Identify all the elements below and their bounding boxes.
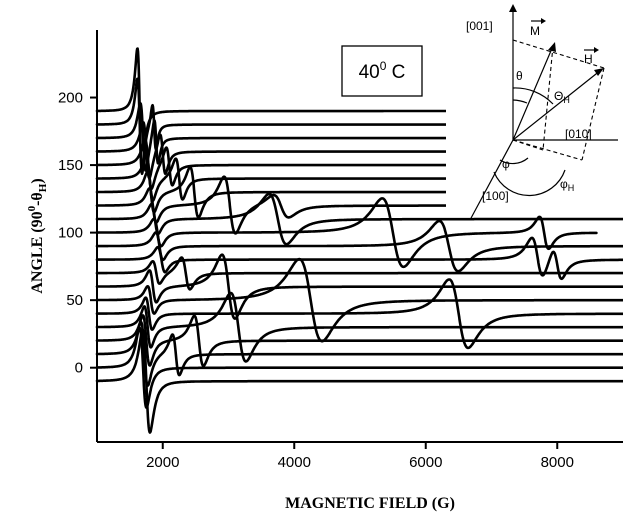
- series-line: [95, 102, 460, 172]
- series-line: [95, 256, 623, 291]
- inset-label-001: [001]: [466, 19, 493, 33]
- y-tick-label: 100: [58, 225, 83, 242]
- series-line: [95, 253, 623, 320]
- x-tick-label: 2000: [146, 454, 179, 471]
- y-tick-label: 200: [58, 90, 83, 107]
- series-line: [95, 138, 460, 191]
- y-axis-title: ANGLE (900-θH): [26, 178, 49, 293]
- inset-geometry-diagram: [001] [010] [100] M H θ ΘH φ φH: [446, 0, 623, 221]
- axis-ticks: 2000 4000 6000 8000 0 50 100 150 200: [58, 90, 574, 471]
- series-line: [95, 278, 623, 350]
- series-line: [95, 165, 460, 219]
- series-line: [95, 328, 623, 434]
- series-traces: [95, 47, 623, 434]
- inset-label-010: [010]: [565, 127, 592, 141]
- temperature-annotation: 400 C: [341, 45, 423, 97]
- x-tick-label: 4000: [278, 454, 311, 471]
- series-line: [95, 291, 623, 363]
- y-tick-label: 150: [58, 157, 83, 174]
- series-line: [95, 320, 623, 387]
- x-tick-label: 6000: [409, 454, 442, 471]
- inset-label-h: H: [584, 52, 593, 66]
- series-line: [95, 257, 623, 343]
- x-axis-title: MAGNETIC FIELD (G): [285, 495, 455, 512]
- series-line: [95, 192, 623, 246]
- inset-label-phi: φ: [502, 157, 510, 171]
- svg-text:400 C: 400 C: [359, 59, 406, 83]
- series-line: [95, 121, 460, 180]
- series-line: [95, 47, 460, 176]
- inset-label-100: [100]: [482, 189, 509, 203]
- series-line: [95, 197, 598, 269]
- series-line: [95, 154, 460, 202]
- inset-label-theta-h: ΘH: [554, 89, 570, 105]
- inset-label-theta: θ: [516, 69, 523, 83]
- y-tick-label: 0: [75, 360, 83, 377]
- series-line: [95, 314, 623, 368]
- plot-area: 2000 4000 6000 8000 0 50 100 150 200: [58, 30, 623, 471]
- x-tick-label: 8000: [541, 454, 574, 471]
- y-tick-label: 50: [66, 292, 83, 309]
- inset-label-phi-h: φH: [560, 177, 574, 193]
- inset-label-m: M: [530, 24, 540, 38]
- series-line: [95, 326, 623, 409]
